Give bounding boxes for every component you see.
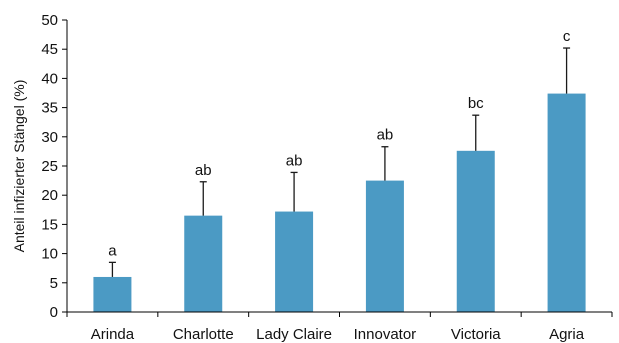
- x-tick-label: Lady Claire: [256, 326, 332, 343]
- x-tick-label: Innovator: [354, 326, 417, 343]
- bar: [275, 211, 314, 312]
- bar: [93, 276, 132, 312]
- bar: [456, 150, 495, 312]
- x-tick-label: Agria: [549, 326, 585, 343]
- x-tick-label: Victoria: [451, 326, 501, 343]
- error-bars: [108, 47, 571, 277]
- significance-labels: a ab ab ab bc c: [108, 28, 571, 259]
- y-tick-label: 40: [41, 70, 58, 87]
- y-tick-label: 20: [41, 187, 58, 204]
- x-axis: Arinda Charlotte Lady Claire Innovator Victo…: [66, 311, 613, 343]
- y-tick-label: 45: [41, 41, 58, 58]
- y-tick-label: 50: [41, 12, 58, 29]
- bar: [184, 215, 223, 312]
- significance-label: bc: [468, 95, 484, 112]
- x-tick-label: Charlotte: [173, 326, 234, 343]
- y-tick-label: 25: [41, 158, 58, 175]
- y-tick-label: 10: [41, 246, 58, 263]
- significance-label: ab: [377, 127, 394, 144]
- bars: [93, 93, 586, 312]
- y-tick-label: 5: [50, 275, 58, 292]
- y-tick-label: 35: [41, 100, 58, 117]
- significance-label: a: [108, 242, 117, 259]
- y-axis-title: Anteil infizierter Stängel (%): [11, 80, 27, 253]
- significance-label: ab: [195, 162, 212, 179]
- y-tick-label: 0: [50, 304, 58, 321]
- bar: [547, 93, 586, 312]
- significance-label: ab: [286, 152, 303, 169]
- x-tick-label: Arinda: [91, 326, 135, 343]
- y-axis: 0 5 10 15 20 25 30 35 40 45 50: [41, 12, 68, 321]
- significance-label: c: [563, 28, 571, 45]
- y-tick-label: 30: [41, 129, 58, 146]
- y-tick-label: 15: [41, 216, 58, 233]
- bar: [365, 180, 404, 312]
